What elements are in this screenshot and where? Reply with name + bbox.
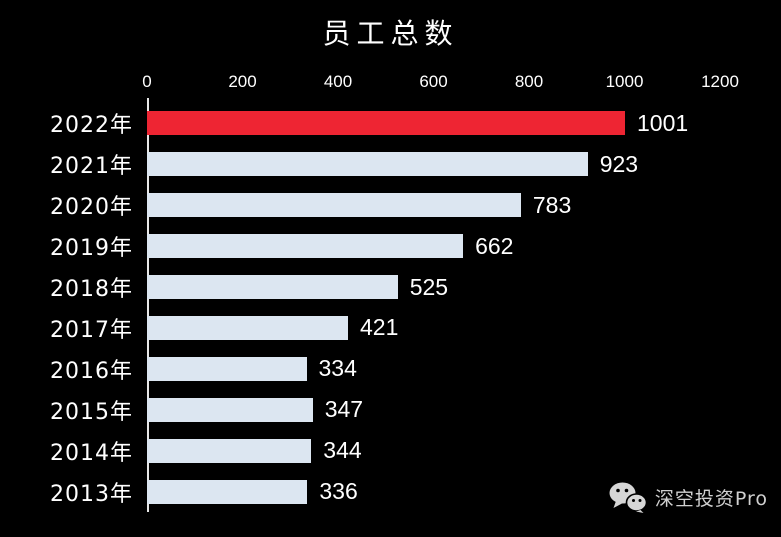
bar-row: 2017年 421	[0, 308, 781, 349]
bar-track: 336	[147, 471, 781, 512]
bar-track: 1001	[147, 103, 781, 144]
x-axis-tick-label: 0	[142, 72, 152, 91]
bar-track: 662	[147, 226, 781, 267]
wechat-icon	[609, 482, 647, 513]
bar	[147, 111, 625, 136]
value-label: 347	[324, 396, 364, 423]
x-axis-tick-label: 800	[514, 72, 544, 91]
bar-row: 2018年 525	[0, 267, 781, 308]
value-label: 336	[319, 478, 358, 505]
bar-track: 923	[147, 144, 781, 185]
bar	[147, 193, 521, 218]
watermark-label: 深空投资Pro	[654, 488, 768, 510]
bar	[147, 479, 308, 504]
bar-rows: 2022年 1001 2021年 923 2020年 783 2019年 662…	[0, 103, 781, 512]
category-label: 2022年	[50, 113, 133, 139]
bar-row: 2014年 344	[0, 430, 781, 471]
bar	[147, 438, 312, 463]
value-label: 421	[360, 314, 399, 341]
category-label: 2016年	[50, 358, 133, 384]
bar	[147, 152, 588, 177]
bar-track: 344	[147, 430, 781, 471]
bar	[147, 275, 398, 300]
value-label: 334	[318, 355, 357, 382]
category-label: 2021年	[50, 154, 133, 180]
value-label: 1001	[637, 109, 689, 136]
bar-row: 2022年 1001	[0, 103, 781, 144]
x-axis-tick-label: 400	[323, 72, 353, 91]
category-label: 2017年	[50, 317, 133, 343]
bar-track: 334	[147, 348, 781, 389]
bar	[147, 356, 307, 381]
bar	[147, 315, 348, 340]
category-label: 2015年	[50, 399, 133, 425]
category-label: 2014年	[50, 440, 133, 466]
chart-title: 员工总数	[322, 17, 459, 50]
bar-row: 2016年 334	[0, 348, 781, 389]
x-axis-tick-label: 1000	[605, 72, 644, 91]
category-label: 2019年	[50, 236, 133, 262]
y-axis-line	[147, 98, 149, 512]
value-label: 344	[323, 437, 362, 464]
bar-track: 347	[147, 389, 781, 430]
category-label: 2018年	[50, 277, 133, 303]
value-label: 525	[409, 273, 449, 300]
value-label: 783	[532, 191, 572, 218]
x-axis-tick-label: 1200	[701, 72, 739, 91]
bar-row: 2015年 347	[0, 389, 781, 430]
x-axis: 0 200 400 600 800 1000 1200	[142, 72, 739, 92]
bar-track: 525	[147, 267, 781, 308]
bar	[147, 397, 313, 422]
category-label: 2020年	[50, 195, 133, 221]
bar-row: 2019年 662	[0, 226, 781, 267]
bar-track: 783	[147, 185, 781, 226]
x-axis-tick-label: 200	[228, 72, 257, 91]
bar	[147, 234, 464, 259]
bar-row: 2020年 783	[0, 185, 781, 226]
value-label: 662	[475, 232, 514, 259]
bar-track: 421	[147, 308, 781, 349]
category-label: 2013年	[50, 481, 133, 507]
x-axis-tick-label: 600	[419, 72, 448, 91]
bar-row: 2013年 336	[0, 471, 781, 512]
bar-row: 2021年 923	[0, 144, 781, 185]
watermark: 深空投资Pro	[609, 482, 768, 513]
value-label: 923	[599, 150, 639, 177]
